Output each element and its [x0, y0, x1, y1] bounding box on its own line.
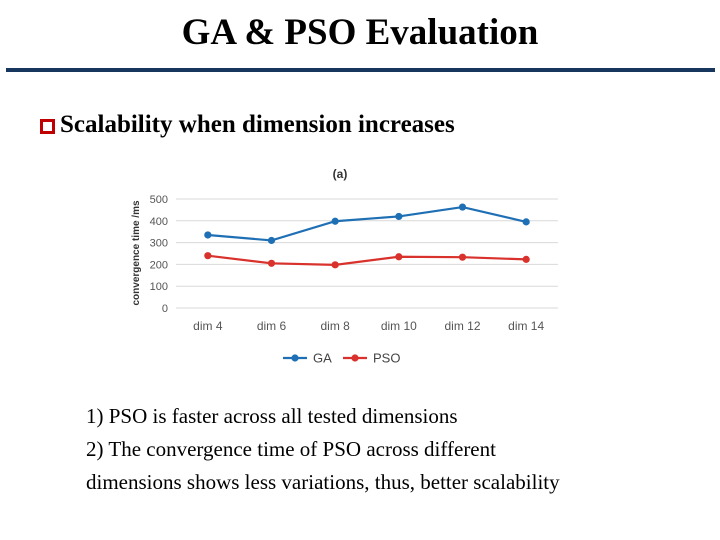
point-pso	[458, 253, 467, 261]
point-pso	[204, 252, 212, 260]
x-tick-label: dim 8	[320, 319, 350, 333]
note-line-3: dimensions shows less variations, thus, …	[86, 470, 560, 494]
legend-marker-ga	[291, 354, 299, 362]
point-pso	[522, 255, 530, 263]
notes: 1) PSO is faster across all tested dimen…	[86, 400, 560, 499]
point-pso	[331, 261, 339, 269]
title-rule	[6, 68, 715, 72]
point-ga	[204, 231, 212, 239]
note-line-1: 1) PSO is faster across all tested dimen…	[86, 404, 458, 428]
legend-marker-pso	[351, 354, 359, 362]
line-chart: (a) convergence time /ms 0 100 200 300 400 50…	[131, 167, 558, 366]
legend-label-pso: PSO	[373, 351, 400, 366]
point-ga	[522, 218, 530, 226]
point-ga	[395, 212, 403, 221]
point-pso	[267, 259, 276, 267]
slide-title: GA & PSO Evaluation	[181, 12, 539, 53]
y-tick-label: 500	[150, 194, 168, 206]
y-tick-label: 400	[150, 216, 168, 228]
x-tick-label: dim 12	[444, 319, 480, 333]
note-line-2: 2) The convergence time of PSO across di…	[86, 437, 496, 461]
square-bullet-icon	[40, 118, 55, 134]
x-tick-label: dim 14	[508, 319, 544, 333]
y-tick-label: 100	[150, 281, 168, 293]
y-tick-label: 200	[150, 259, 168, 271]
point-ga	[331, 217, 339, 225]
point-ga	[458, 203, 467, 211]
y-axis-label: convergence time /ms	[131, 200, 142, 305]
x-tick-label: dim 6	[257, 319, 287, 333]
bullet-row: Scalability when dimension increases	[40, 108, 455, 142]
bullet-text: Scalability when dimension increases	[60, 111, 455, 138]
legend-label-ga: GA	[313, 351, 332, 366]
chart-title: (a)	[333, 167, 348, 181]
y-tick-label: 0	[162, 303, 168, 315]
series-line-pso	[207, 254, 527, 266]
point-pso	[395, 253, 403, 261]
point-ga	[267, 236, 276, 245]
y-tick-label: 300	[150, 238, 168, 250]
x-tick-label: dim 10	[381, 319, 417, 333]
series-line-ga	[207, 205, 527, 242]
x-tick-label: dim 4	[193, 319, 223, 333]
